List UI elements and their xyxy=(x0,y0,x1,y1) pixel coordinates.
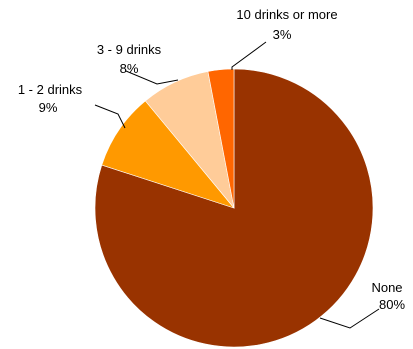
slice-label-3-9-drinks-name: 3 - 9 drinks xyxy=(97,42,162,57)
slice-label-10-plus-name: 10 drinks or more xyxy=(236,7,337,22)
leader-line-10-plus xyxy=(231,41,267,70)
slice-label-3-9-drinks-percent: 8% xyxy=(120,61,139,76)
pie-slices xyxy=(94,68,374,348)
slice-label-1-2-drinks-name: 1 - 2 drinks xyxy=(18,82,83,97)
slice-label-1-2-drinks-percent: 9% xyxy=(39,100,58,115)
slice-label-none-percent: 80% xyxy=(379,297,405,312)
leader-line-3-9-drinks xyxy=(125,70,179,85)
leader-line-none xyxy=(319,308,380,329)
slice-label-none-name: None xyxy=(371,280,402,295)
pie-slice-10-plus xyxy=(207,68,235,209)
slice-labels: None 80% 1 - 2 drinks 9% 3 - 9 drinks 8%… xyxy=(18,7,406,312)
slice-label-10-plus-percent: 3% xyxy=(273,27,292,42)
leader-line-1-2-drinks xyxy=(94,104,126,129)
leader-lines xyxy=(94,41,380,329)
pie-slice-1-2-drinks xyxy=(101,100,235,209)
